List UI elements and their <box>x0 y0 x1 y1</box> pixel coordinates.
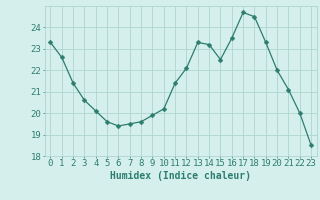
X-axis label: Humidex (Indice chaleur): Humidex (Indice chaleur) <box>110 171 251 181</box>
